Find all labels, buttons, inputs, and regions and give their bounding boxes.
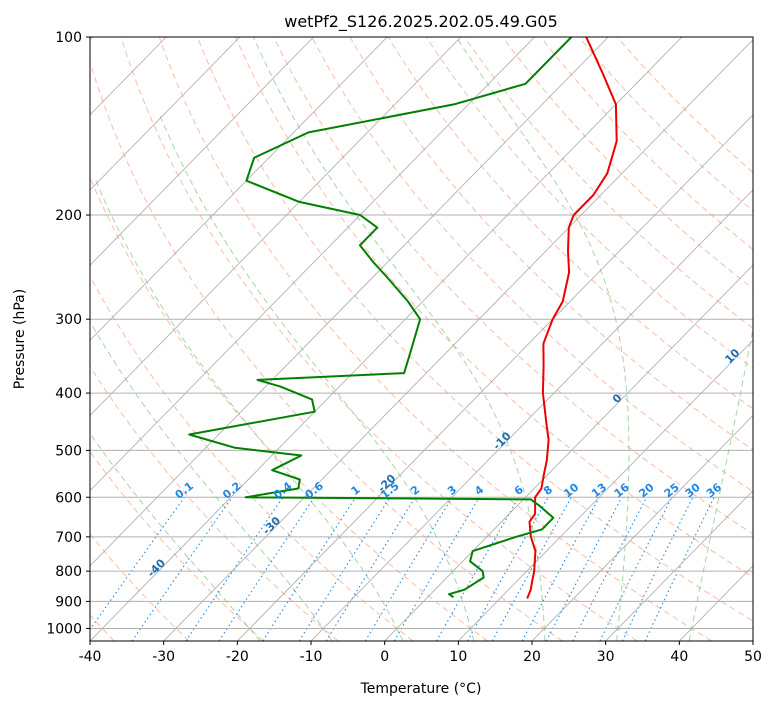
dry-adiabat-line [158, 37, 712, 641]
moist-adiabat-line [90, 320, 333, 641]
y-tick-label: 100 [55, 30, 82, 46]
mixing-ratio-line [325, 497, 416, 641]
x-tick-label: 40 [670, 649, 688, 665]
plot-area [90, 37, 753, 641]
isotherm-line [310, 189, 753, 641]
dry-adiabat-line [273, 37, 753, 535]
dry-adiabat-line [120, 37, 638, 641]
chart-title: wetPf2_S126.2025.202.05.49.G05 [284, 12, 558, 32]
isotherm-line [90, 37, 388, 341]
temperature-profile-line [526, 37, 618, 599]
mixing-ratio-line [435, 497, 520, 641]
mixing-ratio-line [491, 497, 572, 641]
y-tick-label: 1000 [46, 621, 82, 637]
dry-adiabat-line [616, 37, 753, 174]
x-tick-label: 10 [449, 649, 467, 665]
x-tick-label: 50 [744, 649, 762, 665]
isotherm-line [90, 37, 535, 492]
dry-adiabat-line [90, 275, 414, 641]
y-tick-label: 200 [55, 208, 82, 224]
y-tick-label: 400 [55, 386, 82, 402]
moist-adiabat-line [90, 432, 261, 641]
isotherm-line [90, 37, 241, 191]
x-tick-label: 30 [597, 649, 615, 665]
x-tick-label: -30 [152, 649, 175, 665]
x-tick-label: -20 [226, 649, 249, 665]
isotherm-line [90, 37, 462, 417]
dry-adiabat-line [349, 37, 753, 451]
y-tick-label: 500 [55, 443, 82, 459]
dry-adiabat-line [425, 37, 753, 369]
dewpoint-profile-line [188, 37, 573, 598]
isotherm-line [237, 114, 753, 641]
dry-adiabat-line [90, 176, 488, 641]
y-axis-label: Pressure (hPa) [12, 289, 28, 389]
dry-adiabat-line [235, 37, 753, 578]
isotherm-line [163, 39, 753, 641]
y-tick-label: 700 [55, 530, 82, 546]
moist-adiabat-line [253, 37, 546, 641]
x-tick-label: 0 [380, 649, 389, 665]
x-tick-label: -40 [79, 649, 102, 665]
moist-adiabat-line [95, 180, 404, 641]
isotherm-line [384, 264, 753, 641]
dry-adiabat-line [90, 450, 264, 641]
mixing-ratio-line [298, 497, 391, 641]
mixing-ratio-line [467, 497, 549, 641]
isotherm-line [605, 490, 753, 641]
isotherm-line [531, 414, 753, 641]
moist-adiabat-line [688, 325, 753, 641]
dry-adiabat-line [464, 37, 753, 329]
y-axis: 100 200 300 400 500 600 700 800 900 1000 [46, 30, 90, 637]
plot-frame [89, 36, 754, 642]
mixing-ratio-line [218, 496, 315, 641]
isotherm-line [90, 37, 314, 266]
mixing-ratio-line [364, 497, 453, 641]
y-tick-label: 900 [55, 594, 82, 610]
dry-adiabat-line [578, 37, 753, 212]
dry-adiabat-line [90, 60, 563, 641]
x-tick-label: -10 [300, 649, 323, 665]
moist-adiabat-line [158, 113, 475, 641]
x-tick-label: 20 [523, 649, 541, 665]
isotherm-line [458, 339, 753, 641]
x-axis-label: Temperature (°C) [360, 681, 482, 697]
y-tick-label: 600 [55, 490, 82, 506]
moist-adiabat-line [455, 37, 630, 641]
y-tick-label: 300 [55, 312, 82, 328]
dry-adiabat-line [387, 37, 753, 410]
isotherm-line [90, 37, 683, 641]
x-axis: -40 -30 -20 -10 0 10 20 30 40 50 [79, 641, 762, 665]
dry-adiabat-line [311, 37, 753, 493]
mixing-ratio-line [521, 497, 600, 641]
mixing-ratio-line [262, 496, 357, 641]
mixing-ratio-line [545, 497, 623, 641]
isotherm-line [90, 37, 609, 567]
y-tick-label: 800 [55, 564, 82, 580]
